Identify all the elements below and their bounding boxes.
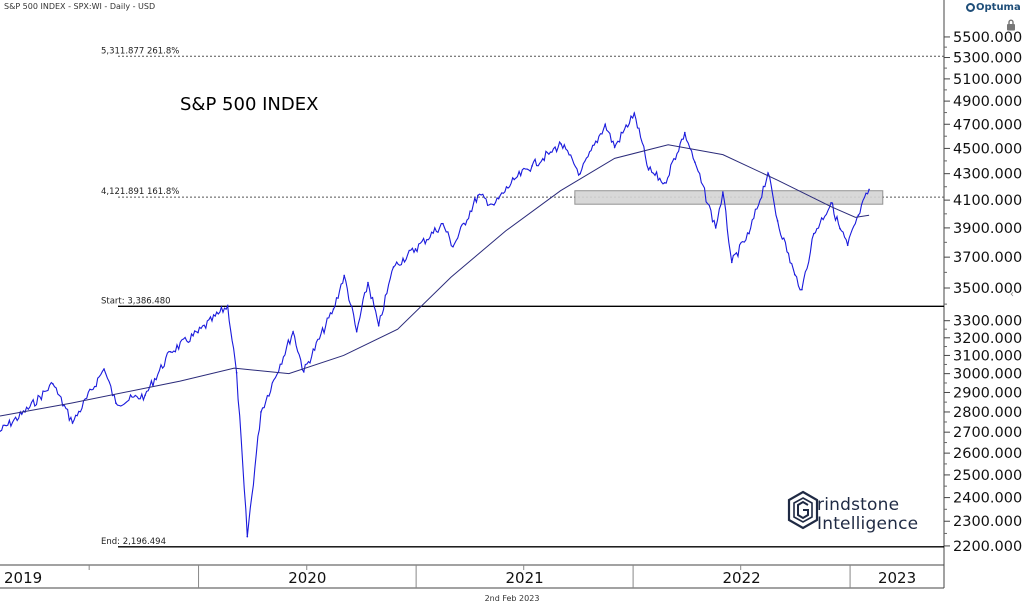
price-point xyxy=(647,169,650,171)
price-point xyxy=(767,172,769,174)
price-point xyxy=(813,232,815,235)
y-tick-label: 2400.000 xyxy=(953,491,1022,507)
price-line xyxy=(0,111,870,537)
price-point xyxy=(493,204,495,206)
y-tick-label: 3100.000 xyxy=(953,348,1022,364)
price-point xyxy=(531,165,533,167)
y-tick-label: 4100.000 xyxy=(953,193,1022,209)
y-tick-label: 2800.000 xyxy=(953,405,1022,421)
y-tick-label: 2300.000 xyxy=(953,514,1022,530)
y-tick-label: 3200.000 xyxy=(953,331,1022,347)
price-point xyxy=(235,371,238,374)
y-tick-label: 4700.000 xyxy=(953,117,1022,133)
price-point xyxy=(0,430,1,432)
price-point xyxy=(367,281,369,284)
price-point xyxy=(343,274,345,277)
y-tick-label: 3700.000 xyxy=(953,250,1022,266)
watermark-word2: Intelligence xyxy=(817,514,919,534)
y-tick-label: 5500.000 xyxy=(953,30,1022,46)
y-tick-label: 3900.000 xyxy=(953,221,1022,237)
y-tick-label: 2900.000 xyxy=(953,385,1022,401)
x-tick-label: 2020 xyxy=(288,569,326,587)
optuma-brand: Optuma xyxy=(966,2,1021,13)
price-point xyxy=(714,227,717,229)
price-point xyxy=(52,383,54,385)
chart-date-footer: 2nd Feb 2023 xyxy=(484,594,540,603)
y-tick-label: 2200.000 xyxy=(953,539,1022,555)
price-point xyxy=(868,188,870,191)
optuma-logo-icon xyxy=(966,3,975,12)
y-tick-label: 3500.000 xyxy=(953,281,1022,297)
price-point xyxy=(801,288,803,291)
chart-title: S&P 500 INDEX xyxy=(180,94,319,115)
collapse-chevron-icon[interactable]: ‹ xyxy=(1010,289,1014,300)
price-point xyxy=(604,123,606,126)
y-tick-label: 4500.000 xyxy=(953,141,1022,157)
price-point xyxy=(246,535,249,538)
price-point xyxy=(857,214,860,217)
price-point xyxy=(292,330,294,333)
price-point xyxy=(793,273,796,276)
price-point xyxy=(477,194,479,197)
price-point xyxy=(513,178,516,181)
price-point xyxy=(169,351,172,353)
watermark-word1: rindstone xyxy=(817,495,900,515)
lock-icon[interactable] xyxy=(1006,19,1016,31)
instrument-header: S&P 500 INDEX - SPX:WI - Daily - USD xyxy=(4,2,156,11)
y-tick-label: 3300.000 xyxy=(953,314,1022,330)
price-point xyxy=(442,222,444,225)
price-point xyxy=(144,394,146,397)
level-label: 5,311.877 261.8% xyxy=(101,46,179,56)
moving-average-line xyxy=(0,144,870,417)
x-tick-label: 2019 xyxy=(4,569,42,587)
optuma-brand-name: Optuma xyxy=(976,2,1021,13)
price-point xyxy=(332,308,335,310)
y-tick-label: 4900.000 xyxy=(953,94,1022,110)
price-point xyxy=(103,368,105,370)
x-tick-label: 2022 xyxy=(722,569,760,587)
y-tick-label: 5100.000 xyxy=(953,72,1022,88)
level-label: 4,121.891 161.8% xyxy=(101,187,179,197)
y-tick-label: 2600.000 xyxy=(953,446,1022,462)
price-point xyxy=(549,151,552,153)
price-point xyxy=(579,172,581,175)
price-point xyxy=(684,131,686,134)
price-point xyxy=(830,202,832,204)
price-point xyxy=(115,402,117,404)
y-tick-label: 2500.000 xyxy=(953,468,1022,484)
price-point xyxy=(197,331,199,334)
price-point xyxy=(260,411,262,413)
price-point xyxy=(377,324,380,327)
x-tick-label: 2021 xyxy=(506,569,544,587)
price-point xyxy=(560,143,562,145)
y-tick-label: 2700.000 xyxy=(953,425,1022,441)
price-point xyxy=(226,304,229,307)
price-point xyxy=(302,370,305,373)
price-point xyxy=(663,181,666,184)
price-point xyxy=(846,244,849,247)
level-label: Start: 3,386.480 xyxy=(101,296,171,306)
price-point xyxy=(613,146,616,148)
grindstone-g-logo-icon xyxy=(787,490,819,530)
price-point xyxy=(414,248,417,250)
price-point xyxy=(776,220,779,222)
price-point xyxy=(722,191,724,193)
y-tick-label: 3000.000 xyxy=(953,367,1022,383)
price-point xyxy=(839,227,841,230)
price-point xyxy=(730,261,733,264)
price-point xyxy=(748,232,750,235)
y-tick-label: 5300.000 xyxy=(953,51,1022,67)
price-point xyxy=(355,330,358,333)
price-point xyxy=(694,161,696,163)
x-tick-label: 2023 xyxy=(878,569,916,587)
price-point xyxy=(392,266,395,268)
price-point xyxy=(71,422,74,424)
watermark-logo: rindstone Intelligence xyxy=(786,490,936,538)
y-tick-label: 4300.000 xyxy=(953,167,1022,183)
price-point xyxy=(633,112,636,114)
price-point xyxy=(452,245,454,248)
level-label: End: 2,196.494 xyxy=(101,537,166,547)
resistance-zone xyxy=(574,190,884,205)
